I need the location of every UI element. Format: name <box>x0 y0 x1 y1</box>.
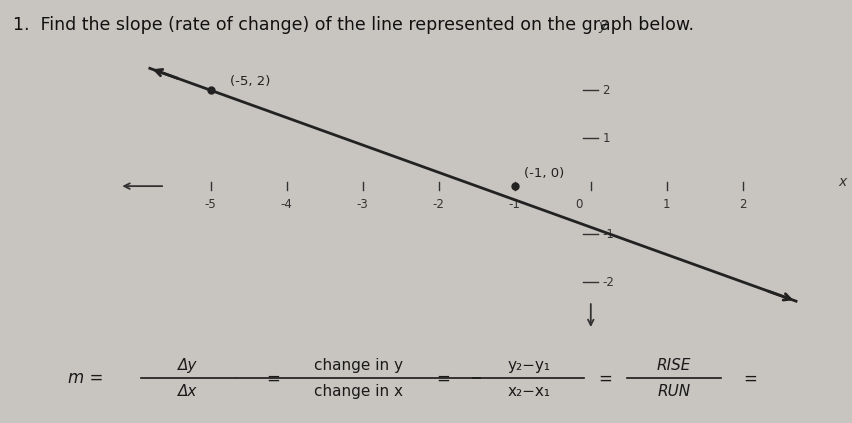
Text: -1: -1 <box>602 228 613 241</box>
Text: -1: -1 <box>509 198 520 211</box>
Text: y₂−y₁: y₂−y₁ <box>507 358 550 373</box>
Text: =: = <box>266 369 279 387</box>
Text: RUN: RUN <box>657 384 689 399</box>
Text: 2: 2 <box>602 84 609 97</box>
Text: change in y: change in y <box>314 358 402 373</box>
Text: y: y <box>597 19 606 33</box>
Text: 0: 0 <box>575 198 583 211</box>
Text: -5: -5 <box>204 198 216 211</box>
Text: x₂−x₁: x₂−x₁ <box>507 384 550 399</box>
Text: change in x: change in x <box>314 384 402 399</box>
Text: (-5, 2): (-5, 2) <box>229 75 270 88</box>
Text: -3: -3 <box>356 198 368 211</box>
Text: =: = <box>743 369 757 387</box>
Text: Δx: Δx <box>178 384 197 399</box>
Text: m =: m = <box>67 369 103 387</box>
Text: =: = <box>436 369 450 387</box>
Text: =: = <box>598 369 612 387</box>
Text: -2: -2 <box>602 275 613 288</box>
Text: Δy: Δy <box>178 358 197 373</box>
Text: -4: -4 <box>280 198 292 211</box>
Text: 1: 1 <box>662 198 670 211</box>
Text: 1.  Find the slope (rate of change) of the line represented on the graph below.: 1. Find the slope (rate of change) of th… <box>13 16 693 34</box>
Text: 1: 1 <box>602 132 609 145</box>
Text: x: x <box>837 175 845 189</box>
Text: RISE: RISE <box>656 358 690 373</box>
Text: -2: -2 <box>432 198 444 211</box>
Text: 2: 2 <box>738 198 746 211</box>
Text: (-1, 0): (-1, 0) <box>523 168 563 180</box>
